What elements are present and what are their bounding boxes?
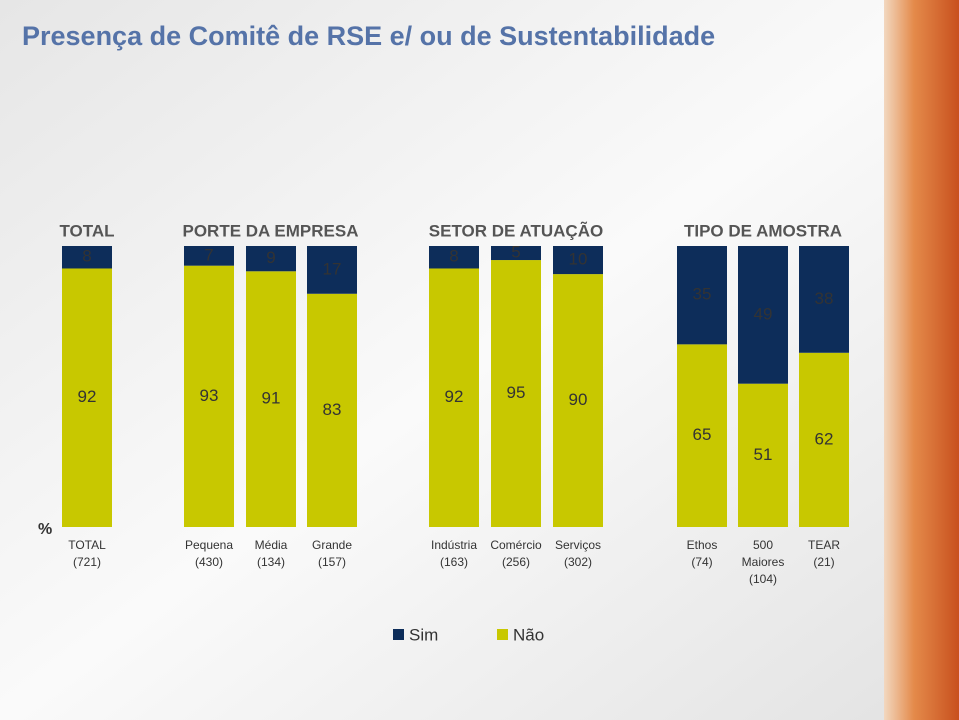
data-label: 38	[815, 289, 834, 308]
x-tick-label: Grande (157)	[312, 538, 352, 569]
decoration	[884, 0, 959, 720]
data-label: 65	[693, 425, 712, 444]
bar-segment	[553, 246, 603, 275]
data-label: 92	[445, 387, 464, 406]
data-label: 8	[449, 247, 458, 266]
bar-segment	[62, 246, 112, 269]
data-label: 95	[507, 383, 526, 402]
data-label: 10	[569, 250, 588, 269]
bar-segment	[429, 246, 479, 269]
bar-segment	[246, 271, 296, 527]
data-label: 90	[569, 390, 588, 409]
x-tick-label: 500 Maiores (104)	[742, 538, 785, 586]
data-label: 62	[815, 429, 834, 448]
chart-title: Presença de Comitê de RSE e/ ou de Suste…	[22, 21, 715, 51]
x-tick-label: Serviços (302)	[555, 538, 601, 569]
bar-segment	[307, 293, 357, 527]
bar-segment	[491, 260, 541, 527]
data-label: 83	[323, 400, 342, 419]
bar-segment	[738, 246, 788, 384]
legend-label: Não	[513, 625, 544, 644]
data-label: 9	[266, 248, 275, 267]
bar-segment	[62, 268, 112, 527]
group-label: SETOR DE ATUAÇÃO	[429, 220, 603, 240]
bar-segment	[184, 265, 234, 527]
data-label: 49	[754, 304, 773, 323]
group-label: TOTAL	[59, 221, 114, 240]
bar-segment	[799, 246, 849, 353]
x-tick-label: TEAR (21)	[808, 538, 840, 569]
x-tick-label: Pequena (430)	[185, 538, 233, 569]
bar-segment	[553, 274, 603, 527]
data-label: 17	[323, 259, 342, 278]
data-label: 35	[693, 285, 712, 304]
x-tick-label: Comércio (256)	[490, 538, 542, 569]
bar-segment	[677, 246, 727, 345]
data-label: 91	[262, 389, 281, 408]
legend-swatch	[393, 629, 404, 640]
data-label: 92	[78, 387, 97, 406]
bar-segment	[307, 246, 357, 294]
y-axis-label: %	[38, 521, 52, 538]
bar-segment	[738, 383, 788, 527]
x-tick-label: Média (134)	[255, 538, 288, 569]
bar-segment	[429, 268, 479, 527]
data-label: 51	[754, 445, 773, 464]
data-label: 93	[200, 386, 219, 405]
data-label: 8	[82, 247, 91, 266]
bar-segment	[491, 246, 541, 261]
legend-swatch	[497, 629, 508, 640]
data-label: 7	[204, 245, 213, 264]
x-tick-label: TOTAL (721)	[68, 538, 106, 569]
legend-label: Sim	[409, 625, 438, 644]
bar-segment	[184, 246, 234, 266]
group-label: PORTE DA EMPRESA	[182, 221, 358, 240]
bar-segment	[799, 352, 849, 527]
bar-segment	[246, 246, 296, 272]
x-tick-label: Indústria (163)	[431, 538, 477, 569]
data-label: 5	[511, 243, 520, 262]
bar-segment	[677, 344, 727, 527]
group-label: TIPO DE AMOSTRA	[684, 221, 842, 240]
x-tick-label: Ethos (74)	[687, 538, 718, 569]
